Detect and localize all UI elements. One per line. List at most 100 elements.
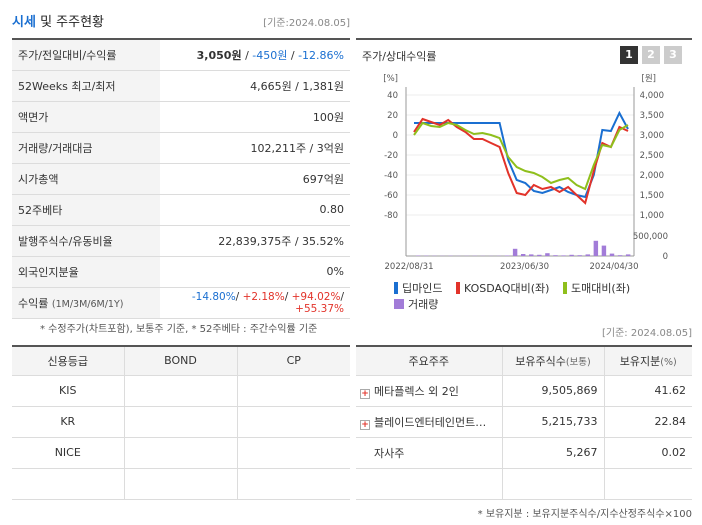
bond-cell [123, 468, 237, 500]
row-value: 22,839,375주 / 35.52% [160, 225, 350, 257]
left-tick-label: 40 [387, 91, 398, 101]
table-row: 시가총액 697억원 [12, 163, 350, 195]
row-key: 시가총액 [12, 163, 160, 195]
shareholder-name-cell: 자사주 [356, 437, 502, 469]
row-value: 3,050원 / -450원 / -12.86% [160, 39, 350, 71]
row-value: 0.80 [160, 194, 350, 226]
volume-bar [545, 253, 550, 256]
price-change: -450원 [252, 48, 288, 62]
table-row [12, 468, 350, 500]
cp-cell [236, 437, 350, 469]
row-key: 외국인지분율 [12, 256, 160, 288]
column-header: 보유지분(%) [603, 346, 692, 376]
table-row: 자사주 5,267 0.02 [356, 437, 692, 469]
table-row: 외국인지분율 0% [12, 256, 350, 288]
row-value: 0% [160, 256, 350, 288]
shareholder-name: 자사주 [374, 446, 405, 460]
column-header: BOND [123, 346, 237, 376]
cp-cell [236, 375, 350, 407]
right-unit-label: [원] [642, 74, 656, 84]
row-value: 102,211주 / 3억원 [160, 132, 350, 164]
row-key: 액면가 [12, 101, 160, 133]
shares-cell: 5,267 [501, 437, 604, 469]
shareholder-name: 블레이드엔터테인먼트… [374, 415, 487, 429]
title-price: 시세 [12, 15, 36, 30]
table-row: 52주베타 0.80 [12, 194, 350, 226]
shareholders-footnote: * 보유지분 : 보유지분주식수/지수산정주식수×100 [477, 509, 692, 520]
price-chart: 40 20 0 -20 -40 -60 -80 4,000 3,500 3,000 2,500 2,0… [383, 74, 668, 272]
price-chart-panel: 주가/상대수익률 1 2 3 40 20 0 -20 -40 -60 -80 4,000 3,5… [356, 38, 692, 314]
right-tick-label: 1,500 [640, 191, 664, 201]
left-tick-label: -40 [384, 171, 398, 181]
section-header: 시세 및 주주현황 [기준:2024.08.05] [12, 8, 350, 34]
expand-plus-icon[interactable]: + [360, 419, 370, 430]
base-date-2: [기준: 2024.08.05] [601, 328, 692, 339]
shareholder-name: 메타플렉스 외 2인 [374, 384, 459, 398]
section-title: 시세 및 주주현황 [12, 11, 104, 30]
volume-tick-label: 0 [663, 252, 668, 262]
table-row: 수익률 (1M/3M/6M/1Y) -14.80%/ +2.18%/ +94.0… [12, 287, 350, 319]
agency-cell: NICE [12, 437, 124, 469]
ratio-cell [603, 468, 692, 500]
legend-label: 거래량 [408, 298, 439, 311]
left-unit-label: [%] [383, 74, 398, 84]
legend-label: 딥마인드 [402, 282, 443, 295]
expand-plus-icon[interactable]: + [360, 388, 370, 399]
left-tick-label: 20 [387, 111, 398, 121]
table-row [356, 468, 692, 500]
volume-tick-label: 500,000 [633, 232, 668, 242]
row-key: 발행주식수/유동비율 [12, 225, 160, 257]
volume-bar [617, 255, 623, 256]
table-header-row: 주요주주 보유주식수(보통) 보유지분(%) [356, 346, 692, 376]
shareholders-table: 주요주주 보유주식수(보통) 보유지분(%) + 메타플렉스 외 2인 9,505… [356, 345, 692, 500]
row-value: 697억원 [160, 163, 350, 195]
table-header-row: 신용등급 BOND CP [12, 346, 350, 376]
ratio-unit: (%) [660, 356, 677, 368]
legend-item: 거래량 [394, 296, 438, 312]
table-row: 주가/전일대비/수익률 3,050원 / -450원 / -12.86% [12, 39, 350, 71]
chart-legend: 딥마인드 KOSDAQ대비(좌) 도매대비(좌) 거래량 [394, 280, 694, 312]
table-row: KIS [12, 375, 350, 407]
shares-header: 보유주식수 [515, 354, 566, 368]
agency-cell [12, 468, 124, 500]
shares-cell: 9,505,869 [501, 375, 604, 407]
series-line [413, 121, 629, 191]
left-tick-label: -60 [384, 191, 398, 201]
return-1m: -14.80% [191, 290, 236, 303]
legend-label: 도매대비(좌) [570, 282, 631, 295]
volume-bar [601, 245, 607, 256]
row-value: 4,665원 / 1,381원 [160, 70, 350, 102]
ratio-cell: 41.62 [603, 375, 692, 407]
x-tick-label: 2022/08/31 [385, 262, 434, 272]
legend-label: KOSDAQ대비(좌) [463, 282, 550, 295]
return-6m: +94.02% [291, 290, 341, 303]
shares-cell: 5,215,733 [501, 406, 604, 438]
chart-tab-1[interactable]: 1 [620, 46, 638, 64]
row-value: -14.80%/ +2.18%/ +94.02%/ +55.37% [160, 287, 350, 319]
agency-cell: KIS [12, 375, 124, 407]
right-tick-label: 4,000 [640, 91, 664, 101]
chart-tab-3[interactable]: 3 [664, 46, 682, 64]
shares-unit: (보통) [565, 356, 591, 368]
column-header: 신용등급 [12, 346, 124, 376]
volume-bar [585, 254, 590, 256]
column-header: 보유주식수(보통) [501, 346, 604, 376]
left-tick-label: -80 [384, 211, 398, 221]
volume-bar [625, 254, 631, 256]
return-3m: +2.18% [242, 290, 285, 303]
row-key: 거래량/거래대금 [12, 132, 160, 164]
legend-swatch [394, 299, 404, 309]
price-info-table: 주가/전일대비/수익률 3,050원 / -450원 / -12.86% 52W… [12, 38, 350, 319]
table-row: NICE [12, 437, 350, 469]
current-price: 3,050원 [196, 48, 242, 62]
right-tick-label: 2,000 [640, 171, 664, 181]
legend-item: KOSDAQ대비(좌) [455, 280, 550, 296]
volume-bar [553, 255, 558, 256]
series-line [413, 117, 629, 205]
right-tick-label: 3,000 [640, 131, 664, 141]
chart-tab-2[interactable]: 2 [642, 46, 660, 64]
x-tick-label: 2023/06/30 [500, 262, 549, 272]
right-tick-label: 3,500 [640, 111, 664, 121]
row-value: 100원 [160, 101, 350, 133]
chart-title: 주가/상대수익률 [362, 50, 437, 63]
